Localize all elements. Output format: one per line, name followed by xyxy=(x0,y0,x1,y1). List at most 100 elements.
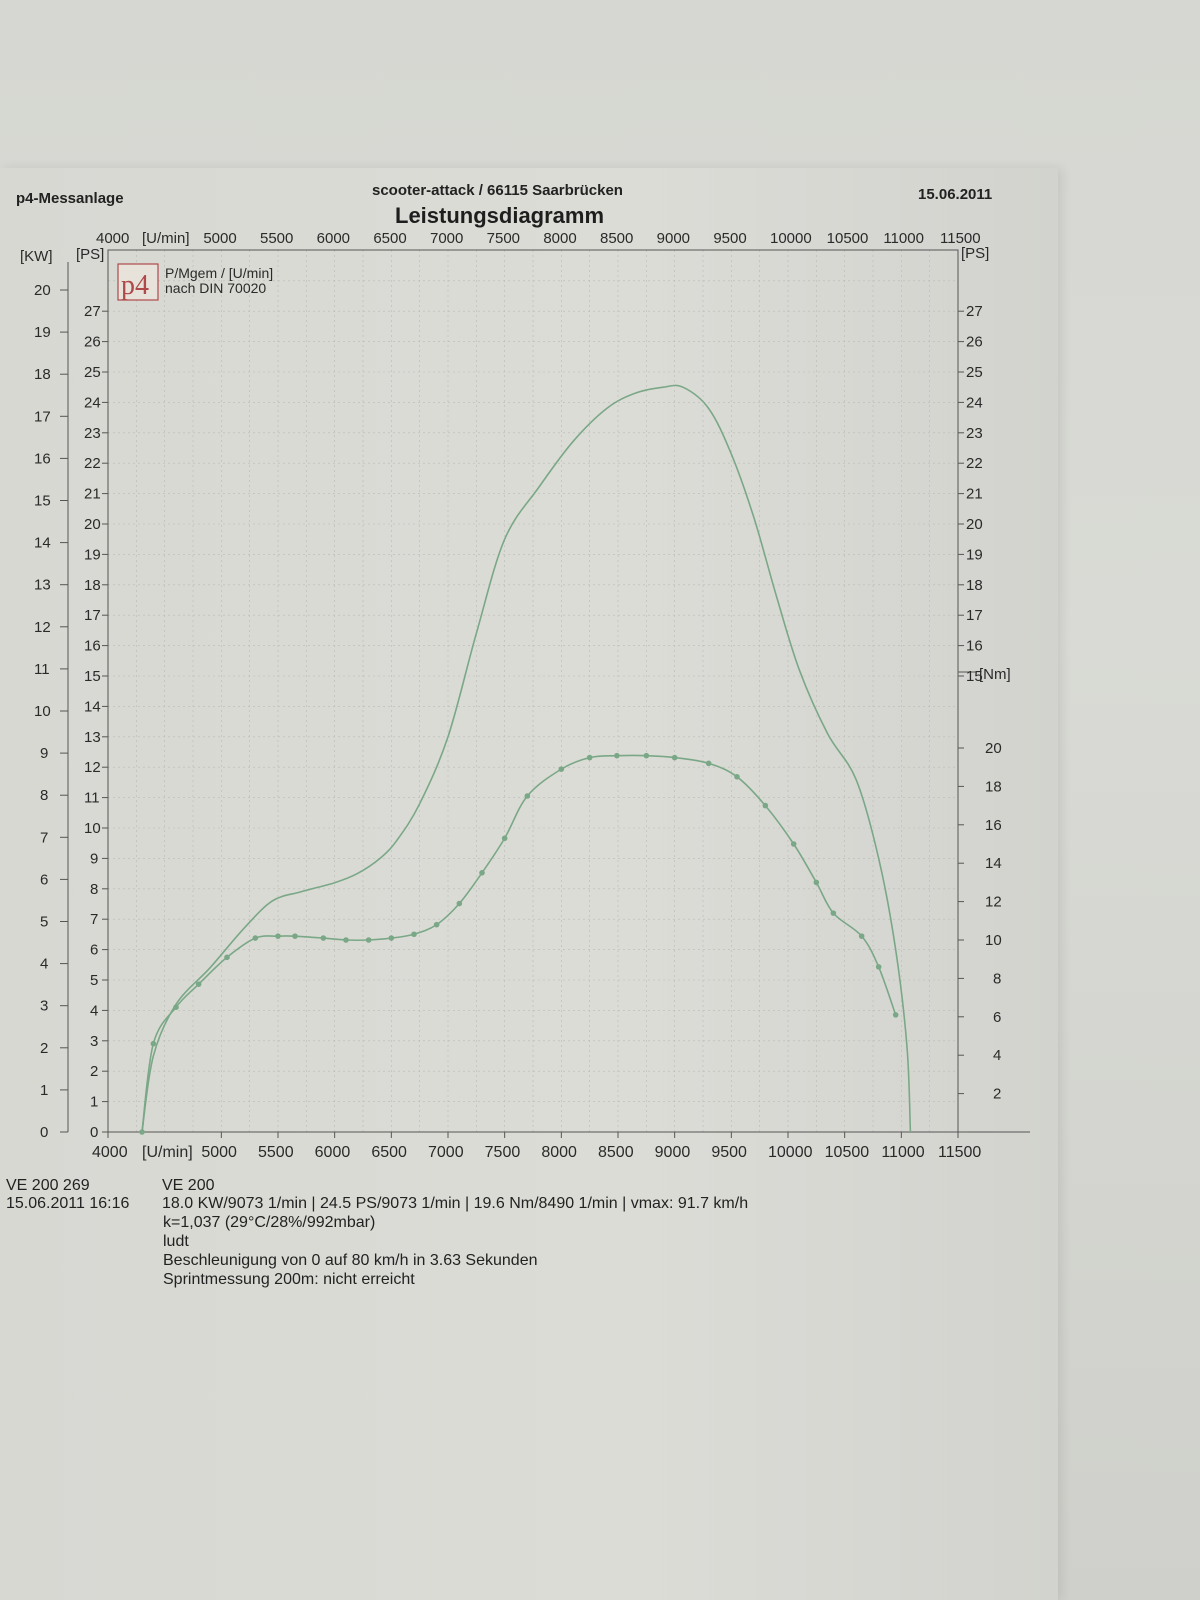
x-tick-label-bottom: 11500 xyxy=(938,1144,981,1161)
ps-tick-label-left: 26 xyxy=(84,334,101,351)
torque-point xyxy=(252,935,259,941)
kw-tick-label: 14 xyxy=(34,535,51,552)
torque-point xyxy=(671,754,678,761)
x-tick-label-top: 11500 xyxy=(940,230,981,247)
ps-tick-label-left: 11 xyxy=(84,790,100,807)
torque-point xyxy=(150,1040,157,1047)
torque-point xyxy=(411,931,417,938)
x-tick-label-bottom: 5500 xyxy=(258,1144,294,1161)
x-tick-label-bottom: 8000 xyxy=(541,1144,577,1161)
footer-operator: ludt xyxy=(163,1233,189,1250)
x-tick-label-bottom: 8500 xyxy=(598,1144,634,1161)
ps-tick-label-right: 19 xyxy=(966,546,983,563)
x-tick-label-top: 8000 xyxy=(543,230,576,247)
kw-tick-label: 7 xyxy=(40,829,48,846)
torque-point xyxy=(524,793,531,799)
footer-sprint: Sprintmessung 200m: nicht erreicht xyxy=(163,1271,415,1288)
kw-tick-label: 1 xyxy=(40,1082,48,1099)
nm-tick-label: 12 xyxy=(985,894,1002,911)
legend-line2: nach DIN 70020 xyxy=(165,280,266,296)
ps-axis-unit-left: [PS] xyxy=(76,246,104,263)
ps-tick-label-left: 12 xyxy=(84,759,101,776)
ps-tick-label-right: 17 xyxy=(966,607,983,624)
x-tick-label-top: 4000 xyxy=(96,230,129,247)
torque-curve xyxy=(141,754,897,1133)
torque-point xyxy=(813,879,820,886)
torque-point xyxy=(479,870,485,876)
ps-tick-label-left: 14 xyxy=(84,698,101,715)
torque-point xyxy=(456,900,463,907)
x-tick-label-top: 7500 xyxy=(487,230,520,247)
chart-grid xyxy=(107,250,959,1133)
ps-tick-label-left: 0 xyxy=(90,1124,98,1141)
kw-tick-label: 3 xyxy=(40,998,48,1015)
x-tick-label-bottom: 10000 xyxy=(768,1144,813,1161)
torque-point xyxy=(705,760,712,767)
x-tick-label-top: 9000 xyxy=(657,230,690,247)
torque-point xyxy=(643,752,650,759)
chart-series xyxy=(139,384,912,1135)
nm-axis-unit: [Nm] xyxy=(979,666,1011,683)
torque-point xyxy=(734,774,740,780)
ps-tick-label-right: 20 xyxy=(966,516,983,533)
torque-point xyxy=(343,937,349,943)
footer-summary: 18.0 KW/9073 1/min | 24.5 PS/9073 1/min … xyxy=(162,1195,749,1212)
ps-tick-label-left: 25 xyxy=(84,364,101,381)
kw-tick-label: 4 xyxy=(40,956,48,973)
chart-ticks: 4000400050005000550055006000600065006500… xyxy=(34,230,1002,1161)
torque-point xyxy=(762,802,769,809)
ps-tick-label-left: 1 xyxy=(90,1094,98,1111)
kw-tick-label: 13 xyxy=(34,577,51,594)
ps-tick-label-right: 18 xyxy=(966,577,983,594)
ps-tick-label-right: 23 xyxy=(966,425,983,442)
ps-tick-label-left: 27 xyxy=(84,303,101,320)
kw-tick-label: 10 xyxy=(34,703,51,720)
ps-tick-label-left: 13 xyxy=(84,729,101,746)
x-tick-label-top: 5500 xyxy=(260,230,293,247)
x-tick-label-top: 6500 xyxy=(373,230,406,247)
ps-tick-label-right: 21 xyxy=(966,486,983,503)
footer-model: VE 200 xyxy=(162,1177,215,1194)
nm-tick-label: 2 xyxy=(993,1086,1001,1103)
kw-tick-label: 16 xyxy=(34,450,51,467)
torque-point xyxy=(139,1129,145,1135)
x-tick-label-bottom: 9500 xyxy=(711,1144,747,1161)
x-tick-label-bottom: 6500 xyxy=(371,1144,407,1161)
ps-tick-label-left: 15 xyxy=(84,668,101,685)
footer-acceleration: Beschleunigung von 0 auf 80 km/h in 3.63… xyxy=(163,1252,538,1269)
nm-tick-label: 4 xyxy=(993,1047,1001,1064)
ps-tick-label-right: 27 xyxy=(966,303,983,320)
x-tick-label-top: 7000 xyxy=(430,230,463,247)
kw-tick-label: 20 xyxy=(34,282,51,299)
ps-tick-label-left: 17 xyxy=(84,607,101,624)
ps-tick-label-left: 7 xyxy=(90,911,98,928)
ps-tick-label-right: 24 xyxy=(966,394,983,411)
nm-tick-label: 10 xyxy=(985,932,1002,949)
x-tick-label-bottom: 7500 xyxy=(485,1144,521,1161)
power-curve xyxy=(141,384,912,1133)
torque-point xyxy=(275,933,281,939)
x-tick-label-bottom: 5000 xyxy=(201,1144,237,1161)
x-tick-label-top: 10000 xyxy=(770,230,812,247)
ps-tick-label-left: 10 xyxy=(84,820,101,837)
ps-tick-label-left: 16 xyxy=(84,638,101,655)
torque-point xyxy=(292,933,298,939)
ps-tick-label-left: 23 xyxy=(84,425,101,442)
nm-tick-label: 6 xyxy=(993,1009,1001,1026)
ps-tick-label-left: 24 xyxy=(84,394,101,411)
nm-tick-label: 14 xyxy=(985,855,1002,872)
x-tick-label-top: 10500 xyxy=(827,230,869,247)
torque-point xyxy=(875,964,882,970)
kw-tick-label: 11 xyxy=(34,661,50,678)
ps-tick-label-left: 9 xyxy=(90,850,98,867)
x-axis-unit-top: [U/min] xyxy=(142,230,190,247)
kw-tick-label: 19 xyxy=(34,324,51,341)
x-tick-label-top: 6000 xyxy=(317,230,350,247)
torque-point xyxy=(830,910,837,916)
kw-tick-label: 2 xyxy=(40,1040,48,1057)
footer-date-time: 15.06.2011 16:16 xyxy=(6,1195,130,1212)
ps-tick-label-left: 18 xyxy=(84,577,101,594)
kw-tick-label: 6 xyxy=(40,871,48,888)
x-tick-label-top: 5000 xyxy=(203,230,236,247)
